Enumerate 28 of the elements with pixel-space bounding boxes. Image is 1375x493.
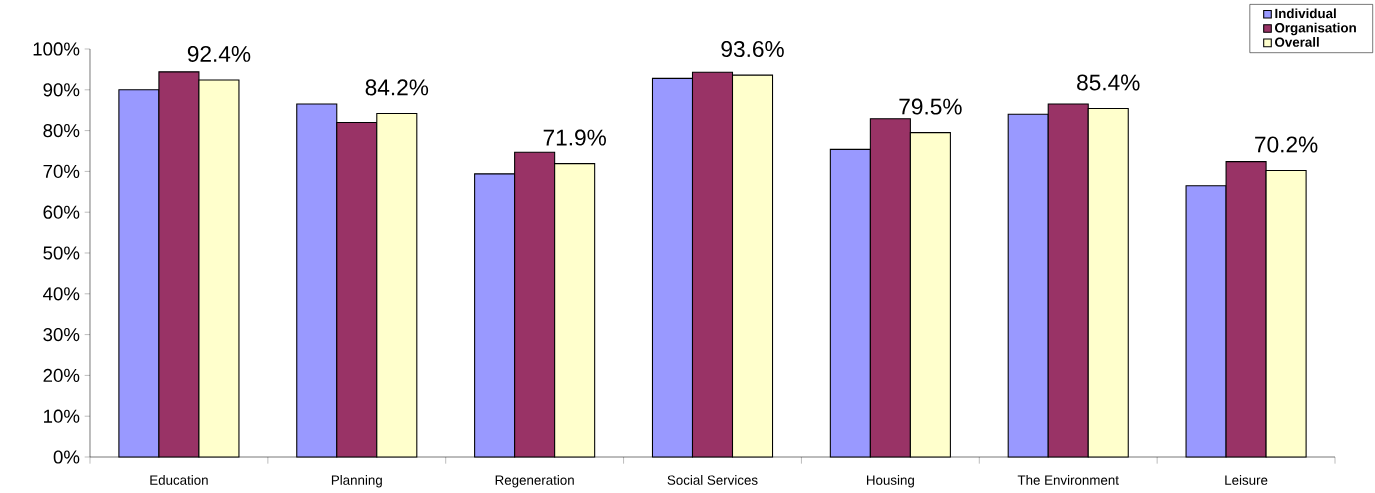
y-tick-label: 10% <box>44 409 80 423</box>
y-tick-label: 40% <box>43 287 80 301</box>
x-tick-label: Planning <box>331 475 382 488</box>
y-tick-label: 70% <box>43 164 80 179</box>
x-tick-label: Education <box>150 475 208 485</box>
y-tick-label: 20% <box>43 368 80 383</box>
y-tick-label: 80% <box>43 123 80 138</box>
y-tick-label: 50% <box>43 246 80 260</box>
data-label: 71.9% <box>543 129 606 146</box>
data-label: 79.5% <box>899 98 962 115</box>
data-label: 70.2% <box>1255 136 1318 153</box>
data-label: 84.2% <box>365 79 429 96</box>
x-tick-label: The Environment <box>1017 475 1119 485</box>
legend-label: Organisation <box>1275 22 1356 36</box>
x-tick-label: Leisure <box>1225 475 1268 485</box>
y-tick-label: 60% <box>43 205 80 219</box>
y-tick-label: 90% <box>43 83 80 97</box>
y-tick-label: 30% <box>43 327 80 342</box>
data-label: 85.4% <box>1077 74 1140 91</box>
x-tick-label: Regeneration <box>495 475 574 488</box>
data-label: 92.4% <box>187 45 251 62</box>
legend-label: Individual <box>1275 8 1336 19</box>
x-tick-label: Social Services <box>667 475 758 485</box>
data-label: 93.6% <box>721 41 784 58</box>
y-tick-label: 100% <box>33 42 80 56</box>
x-tick-label: Housing <box>866 475 914 488</box>
legend-label: Overall <box>1275 37 1319 47</box>
y-tick-label: 0% <box>53 450 80 464</box>
